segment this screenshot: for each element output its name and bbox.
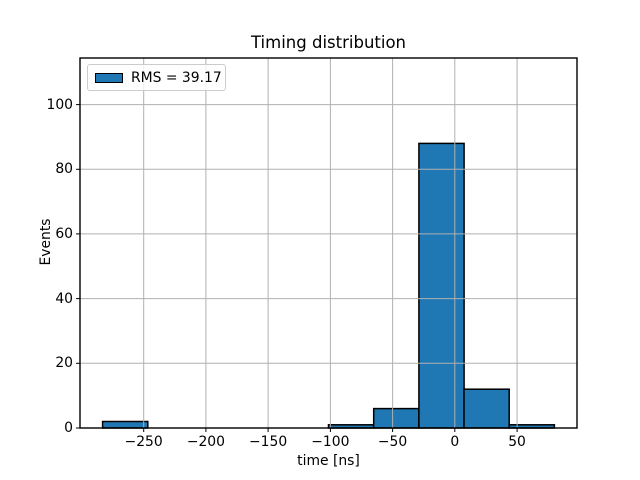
y-tick-label: 80 xyxy=(55,161,73,178)
legend-label: RMS = 39.17 xyxy=(131,69,222,86)
x-tick-label: −50 xyxy=(377,434,408,450)
y-tick-label: 100 xyxy=(46,96,73,113)
histogram-bar xyxy=(101,420,149,429)
x-tick-label: −100 xyxy=(311,434,350,450)
x-tick-label: −200 xyxy=(186,434,225,450)
histogram-bar xyxy=(372,407,420,429)
legend-swatch-icon xyxy=(95,72,123,83)
legend-box: RMS = 39.17 xyxy=(87,64,226,91)
y-tick-label: 0 xyxy=(64,420,73,436)
x-tick-label: −150 xyxy=(249,434,288,450)
axes-spines xyxy=(79,57,578,429)
x-tick-label: 50 xyxy=(508,434,526,450)
y-tick-label: 60 xyxy=(55,225,73,242)
histogram-bar xyxy=(418,142,465,429)
x-tick-label: −250 xyxy=(124,434,163,450)
chart-title: Timing distribution xyxy=(250,33,407,52)
x-axis-label: time [ns] xyxy=(297,453,360,469)
y-tick-label: 20 xyxy=(55,355,73,372)
histogram-bar xyxy=(463,388,510,429)
y-tick-label: 40 xyxy=(55,290,73,307)
x-tick-label: 0 xyxy=(450,434,460,450)
